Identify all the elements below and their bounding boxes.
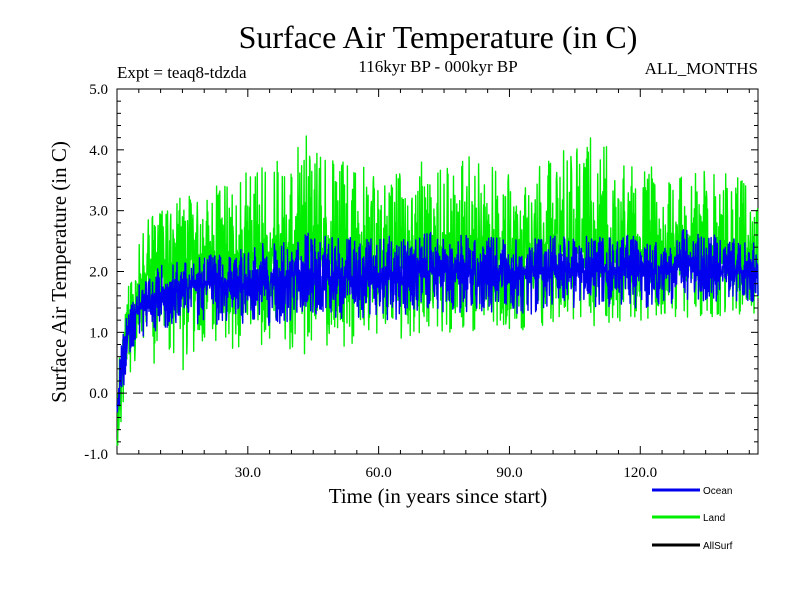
x-tick-label: 120.0 (623, 465, 657, 481)
legend-label-ocean: Ocean (703, 486, 732, 497)
x-tick-label: 60.0 (366, 465, 392, 481)
y-tick-label: 5.0 (89, 82, 108, 98)
y-tick-label: -1.0 (84, 447, 108, 463)
y-tick-label: 4.0 (89, 143, 108, 159)
series-layer (116, 135, 759, 446)
x-tick-label: 90.0 (496, 465, 522, 481)
experiment-label: Expt = teaq8-tdzda (117, 63, 247, 82)
y-tick-label: 0.0 (89, 386, 108, 402)
chart-title: Surface Air Temperature (in C) (239, 19, 638, 55)
legend: Ocean Land AllSurf (652, 486, 733, 552)
y-tick-label: 3.0 (89, 204, 108, 220)
axis-layer: -1.0 0.0 1.0 2.0 3.0 4.0 5.0 30.0 60.0 90.0 120.0 (84, 82, 758, 481)
months-label: ALL_MONTHS (645, 59, 758, 78)
chart-subtitle: 116kyr BP - 000kyr BP (358, 57, 517, 76)
legend-label-land: Land (703, 513, 725, 524)
y-tick-label: 1.0 (89, 325, 108, 341)
series-line-ocean (116, 229, 759, 413)
x-axis-label: Time (in years since start) (329, 484, 548, 508)
y-tick-label: 2.0 (89, 265, 108, 281)
x-tick-label: 30.0 (235, 465, 261, 481)
legend-label-allsurf: AllSurf (703, 541, 733, 552)
y-axis-label: Surface Air Temperature (in C) (47, 141, 71, 403)
series-line-land (116, 135, 759, 446)
